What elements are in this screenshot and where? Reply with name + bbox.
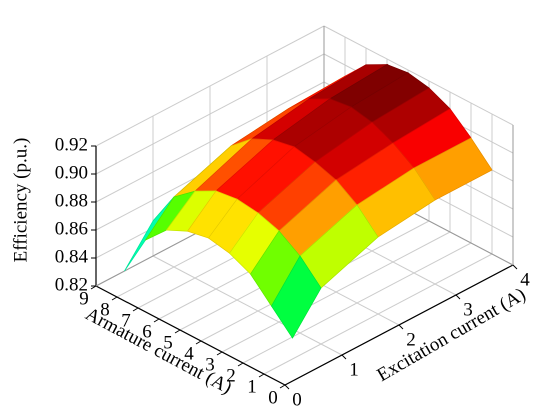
z-tick-label: 0.88 [55, 190, 88, 211]
z-tick-label: 0.92 [55, 134, 88, 155]
mesh-line [271, 255, 322, 339]
x-tick-label: 5 [163, 332, 173, 353]
y-tick-label: 3 [463, 299, 473, 320]
x-tick-label: 2 [226, 365, 236, 386]
z-axis-title: Efficiency (p.u.) [10, 138, 31, 263]
tick-mark [237, 362, 244, 367]
tick-mark [284, 384, 290, 390]
x-tick-label: 9 [79, 288, 89, 309]
grid-line [95, 53, 325, 175]
x-tick-label: 1 [247, 376, 257, 397]
axis-line [95, 285, 286, 386]
tick-mark [216, 351, 223, 356]
tick-mark [195, 340, 202, 345]
x-tick-label: 0 [268, 387, 278, 408]
z-tick-label: 0.84 [55, 246, 89, 267]
z-tick-label: 0.82 [55, 274, 88, 295]
tick-mark [279, 384, 286, 389]
tick-mark [455, 294, 461, 300]
y-tick-label: 2 [406, 329, 416, 350]
z-tick-label: 0.90 [55, 162, 88, 183]
grid-line [95, 81, 325, 203]
y-tick-label: 4 [520, 269, 530, 290]
x-tick-label: 3 [205, 354, 215, 375]
tick-mark [341, 354, 347, 360]
x-tick-label: 6 [142, 321, 152, 342]
surface-patch [271, 255, 322, 339]
z-tick-label: 0.86 [55, 218, 88, 239]
tick-mark [512, 264, 518, 270]
grid-line [152, 255, 343, 356]
grid-line [95, 25, 325, 147]
y-tick-label: 1 [349, 359, 359, 380]
x-tick-label: 4 [184, 343, 194, 364]
tick-mark [398, 324, 404, 330]
y-tick-label: 0 [292, 389, 302, 410]
x-tick-label: 8 [100, 299, 110, 320]
tick-mark [153, 318, 160, 323]
tick-mark [258, 373, 265, 378]
x-tick-label: 7 [121, 310, 131, 331]
tick-mark [111, 296, 118, 301]
y-axis-title: Excitation current (A) [374, 284, 530, 386]
tick-mark [132, 307, 139, 312]
tick-mark [174, 329, 181, 334]
grid-line [323, 25, 514, 126]
